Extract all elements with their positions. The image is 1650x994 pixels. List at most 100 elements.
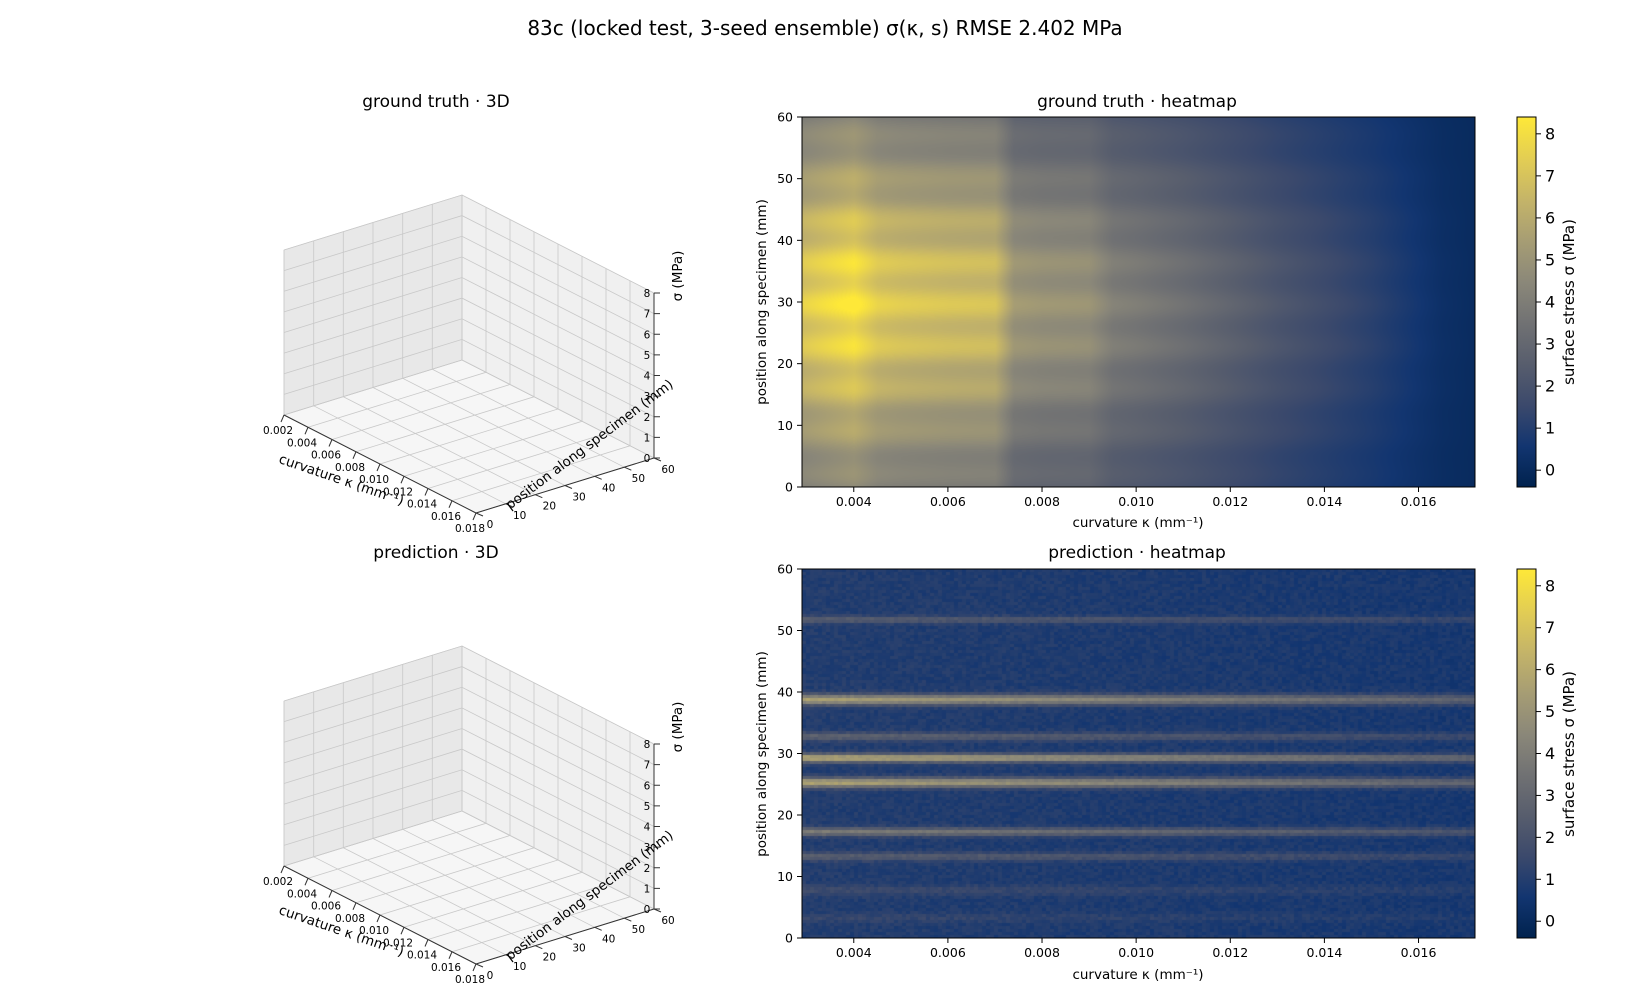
z-tick-label: 7 [644, 309, 651, 321]
y-tick-label: 20 [777, 808, 793, 823]
y-tick-mark [624, 917, 632, 922]
colorbar-tick-label: 6 [1545, 660, 1555, 679]
gridline [283, 686, 655, 786]
y-tick-mark [535, 945, 543, 950]
gridline [283, 297, 655, 397]
gridline [283, 728, 655, 827]
colorbar-tick-label: 1 [1545, 870, 1555, 889]
x-tick-label: 0.004 [287, 437, 317, 449]
prediction-colorbar: surface stress σ (MPa) 0 1 2 3 4 5 6 7 8 [1516, 568, 1578, 939]
y-tick-label: 50 [632, 924, 645, 936]
z-tick-label: 2 [644, 863, 651, 875]
y-tick-label: 0 [785, 931, 793, 946]
x-tick-label: 0.008 [335, 462, 365, 474]
z-tick-label: 5 [644, 350, 651, 362]
x-tick-label: 0.006 [311, 901, 341, 913]
x-tick-mark [472, 512, 477, 521]
gridline [283, 769, 655, 869]
colorbar-gradient [1516, 568, 1537, 939]
y-tick-label: 60 [661, 915, 674, 927]
z-tick-label: 5 [644, 801, 651, 813]
x-tick-label: 0.006 [930, 494, 966, 509]
gridline [283, 338, 655, 438]
x-tick-mark [448, 500, 453, 508]
z-tick-label: 1 [644, 883, 651, 895]
x-tick-label: 0.010 [359, 474, 389, 486]
gridline [283, 789, 655, 889]
panel-title-pred3d: prediction · 3D [373, 543, 498, 563]
x-tick-mark [304, 427, 309, 435]
x-tick-label: 0.014 [407, 499, 437, 511]
colorbar-tick-label: 3 [1545, 786, 1555, 805]
colorbar-tick-label: 2 [1545, 377, 1555, 396]
y-tick-label: 40 [777, 233, 793, 248]
heatmap-ylabel: position along specimen (mm) [754, 199, 770, 405]
x-tick-label: 0.016 [1401, 494, 1437, 509]
z-tick-label: 8 [644, 739, 651, 751]
x-tick-label: 0.006 [930, 945, 966, 960]
panel-title-predheat: prediction · heatmap [1048, 543, 1226, 563]
x-tick-mark [352, 451, 357, 459]
x-tick-label: 0.012 [383, 937, 413, 949]
x-tick-label: 0.014 [1307, 945, 1343, 960]
panel-title-gtheat: ground truth · heatmap [1037, 92, 1237, 112]
colorbar-gradient [1516, 116, 1537, 488]
x-tick-mark [328, 890, 333, 898]
z-tick-label: 1 [644, 432, 651, 444]
y-tick-label: 30 [777, 295, 793, 310]
x-tick-label: 0.004 [836, 945, 872, 960]
y-tick-label: 0 [785, 480, 793, 495]
z-tick-label: 0 [644, 904, 651, 916]
x-tick-label: 0.010 [1118, 945, 1154, 960]
x-tick-label: 0.002 [263, 425, 293, 437]
y-tick-mark [505, 503, 513, 508]
gridline [283, 256, 655, 356]
x-tick-label: 0.002 [263, 876, 293, 888]
prediction-heatmap: curvature κ (mm⁻¹) position along specim… [754, 562, 1476, 983]
z-tick-label: 6 [644, 329, 651, 341]
x-tick-label: 0.016 [1401, 945, 1437, 960]
colorbar-tick-label: 7 [1545, 618, 1555, 637]
x-tick-mark [304, 878, 309, 886]
y-tick-label: 50 [777, 171, 793, 186]
y-tick-label: 60 [661, 464, 674, 476]
y-tick-label: 60 [777, 562, 793, 577]
x-tick-label: 0.012 [1212, 945, 1248, 960]
gridline [283, 235, 655, 335]
z-tick-label: 8 [644, 288, 651, 300]
colorbar-tick-label: 7 [1545, 166, 1555, 185]
colorbar-tick-label: 6 [1545, 208, 1555, 227]
prediction-heatmap-canvas [802, 569, 1475, 938]
figure-title: 83c (locked test, 3-seed ensemble) σ(κ, … [527, 16, 1122, 40]
colorbar-tick-label: 8 [1545, 576, 1555, 595]
x-tick-label: 0.008 [1024, 945, 1060, 960]
gridline [283, 277, 655, 376]
x-tick-label: 0.008 [335, 913, 365, 925]
y-tick-label: 20 [777, 356, 793, 371]
gridline [283, 194, 655, 294]
x-tick-label: 0.010 [359, 925, 389, 937]
y-tick-mark [624, 466, 632, 471]
colorbar-tick-label: 4 [1545, 293, 1555, 312]
y-tick-mark [564, 936, 573, 940]
ground-truth-3d-plot: 0.0020.0040.0060.0080.0100.0120.0140.016… [263, 194, 686, 535]
x-tick-mark [424, 939, 429, 947]
y-tick-label: 50 [632, 473, 645, 485]
y-tick-label: 10 [777, 869, 793, 884]
y-tick-label: 10 [513, 510, 526, 522]
x-tick-label: 0.008 [1024, 494, 1060, 509]
gridline [283, 645, 655, 745]
x-tick-label: 0.016 [431, 962, 461, 974]
heatmap-xlabel: curvature κ (mm⁻¹) [1072, 515, 1203, 531]
z-tick-label: 4 [644, 822, 651, 834]
y-tick-label: 20 [543, 952, 556, 964]
panel-title-gt3d: ground truth · 3D [362, 92, 510, 112]
x-tick-mark [376, 914, 381, 923]
x-tick-mark [280, 865, 285, 874]
ground-truth-colorbar: surface stress σ (MPa) 0 1 2 3 4 5 6 7 8 [1516, 116, 1578, 488]
y-tick-label: 30 [572, 943, 585, 955]
z-axis-label: σ (MPa) [670, 251, 686, 302]
y-tick-mark [564, 485, 573, 489]
colorbar-tick-label: 1 [1545, 419, 1555, 438]
y-tick-label: 10 [513, 961, 526, 973]
